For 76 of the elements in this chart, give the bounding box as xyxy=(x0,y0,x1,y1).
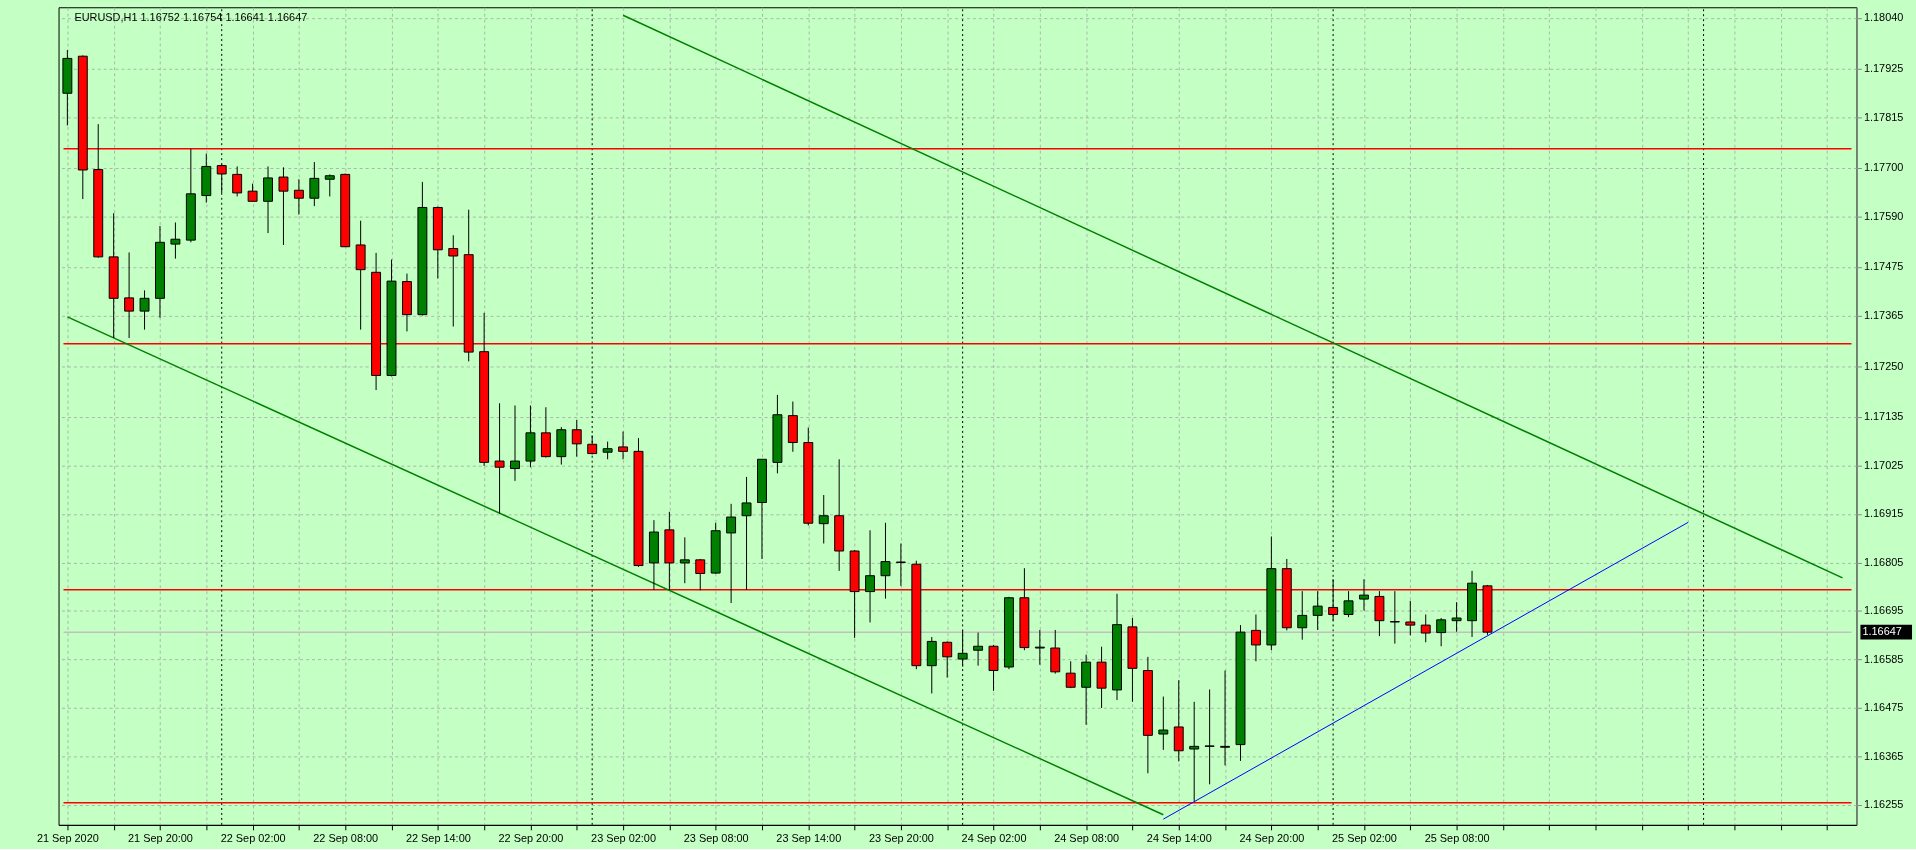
x-tick-label: 24 Sep 14:00 xyxy=(1146,832,1212,845)
x-tick-label: 23 Sep 02:00 xyxy=(591,832,656,845)
candlestick xyxy=(1158,696,1169,751)
candlestick xyxy=(1420,614,1431,643)
candlestick xyxy=(139,289,150,331)
candlestick xyxy=(1312,590,1323,631)
x-tick-label: 24 Sep 08:00 xyxy=(1054,832,1120,845)
x-tick-label: 25 Sep 08:00 xyxy=(1424,832,1490,845)
candlestick xyxy=(973,632,984,667)
candlestick xyxy=(278,166,289,246)
x-tick-label: 23 Sep 08:00 xyxy=(683,832,749,845)
candlestick xyxy=(1451,601,1462,633)
x-tick-label: 23 Sep 14:00 xyxy=(776,832,842,845)
x-tick-label: 24 Sep 02:00 xyxy=(961,832,1027,845)
x-tick-label: 21 Sep 20:00 xyxy=(128,832,193,845)
y-tick-label: 1.17925 xyxy=(1863,62,1904,75)
candlestick xyxy=(1173,679,1184,762)
candlestick xyxy=(880,522,891,600)
x-tick-label: 22 Sep 08:00 xyxy=(313,832,379,845)
candlestick xyxy=(1297,590,1308,641)
candlestick xyxy=(510,404,520,482)
candlestick xyxy=(540,406,551,459)
candlestick xyxy=(741,476,752,591)
x-tick-label: 25 Sep 02:00 xyxy=(1332,832,1397,845)
candlestick xyxy=(1220,670,1231,766)
y-tick-label: 1.17700 xyxy=(1863,161,1904,174)
y-tick-label: 1.17815 xyxy=(1863,110,1904,123)
chart-title: EURUSD,H1 1.16752 1.16754 1.16641 1.16647 xyxy=(74,11,308,24)
candlestick xyxy=(170,221,181,260)
y-tick-label: 1.17475 xyxy=(1863,260,1904,273)
candlestick xyxy=(726,503,737,604)
candlestick xyxy=(679,536,690,584)
candlestick xyxy=(895,543,906,587)
candlestick xyxy=(1405,600,1416,636)
candlestick xyxy=(1034,629,1045,666)
y-tick-label: 1.16915 xyxy=(1863,507,1904,520)
y-tick-label: 1.17025 xyxy=(1863,458,1904,471)
candlestick xyxy=(293,178,304,216)
candlestick xyxy=(1359,578,1369,612)
y-tick-label: 1.18040 xyxy=(1863,11,1904,24)
x-tick-label: 24 Sep 20:00 xyxy=(1239,832,1305,845)
candlestick xyxy=(1250,614,1261,662)
candlestick xyxy=(324,173,335,197)
candlestick xyxy=(1343,590,1354,618)
candlestick xyxy=(618,431,629,460)
candlestick xyxy=(1189,701,1200,802)
ref-line-label: 1.16647 xyxy=(1862,625,1902,638)
x-tick-label: 22 Sep 02:00 xyxy=(220,832,286,845)
y-tick-label: 1.16365 xyxy=(1863,749,1904,762)
candlestick xyxy=(1050,629,1061,675)
y-tick-label: 1.17135 xyxy=(1863,410,1904,423)
candlestick xyxy=(1065,660,1076,689)
candlestick xyxy=(818,494,829,545)
candlestick xyxy=(232,165,243,197)
y-tick-label: 1.17365 xyxy=(1863,308,1904,321)
candlestick xyxy=(1204,688,1215,785)
candlestick xyxy=(309,161,320,207)
x-tick-label: 22 Sep 20:00 xyxy=(498,832,564,845)
candlestick xyxy=(124,251,135,339)
candlestick xyxy=(263,165,273,234)
y-tick-label: 1.17590 xyxy=(1863,209,1904,222)
x-tick-label: 23 Sep 20:00 xyxy=(868,832,934,845)
y-tick-label: 1.16255 xyxy=(1863,798,1904,811)
y-tick-label: 1.16585 xyxy=(1863,652,1904,665)
y-tick-label: 1.17250 xyxy=(1863,359,1904,372)
candlestick xyxy=(1436,617,1447,647)
x-tick-label: 21 Sep 2020 xyxy=(36,832,99,845)
y-tick-label: 1.16805 xyxy=(1863,555,1904,568)
y-tick-label: 1.16695 xyxy=(1863,604,1904,617)
candlestick xyxy=(448,234,459,328)
candlestick xyxy=(942,640,953,679)
y-tick-label: 1.16475 xyxy=(1863,701,1904,714)
candlestick xyxy=(865,529,875,623)
x-tick-label: 22 Sep 14:00 xyxy=(405,832,471,845)
candlestick xyxy=(571,419,582,458)
candlestick xyxy=(494,402,505,515)
